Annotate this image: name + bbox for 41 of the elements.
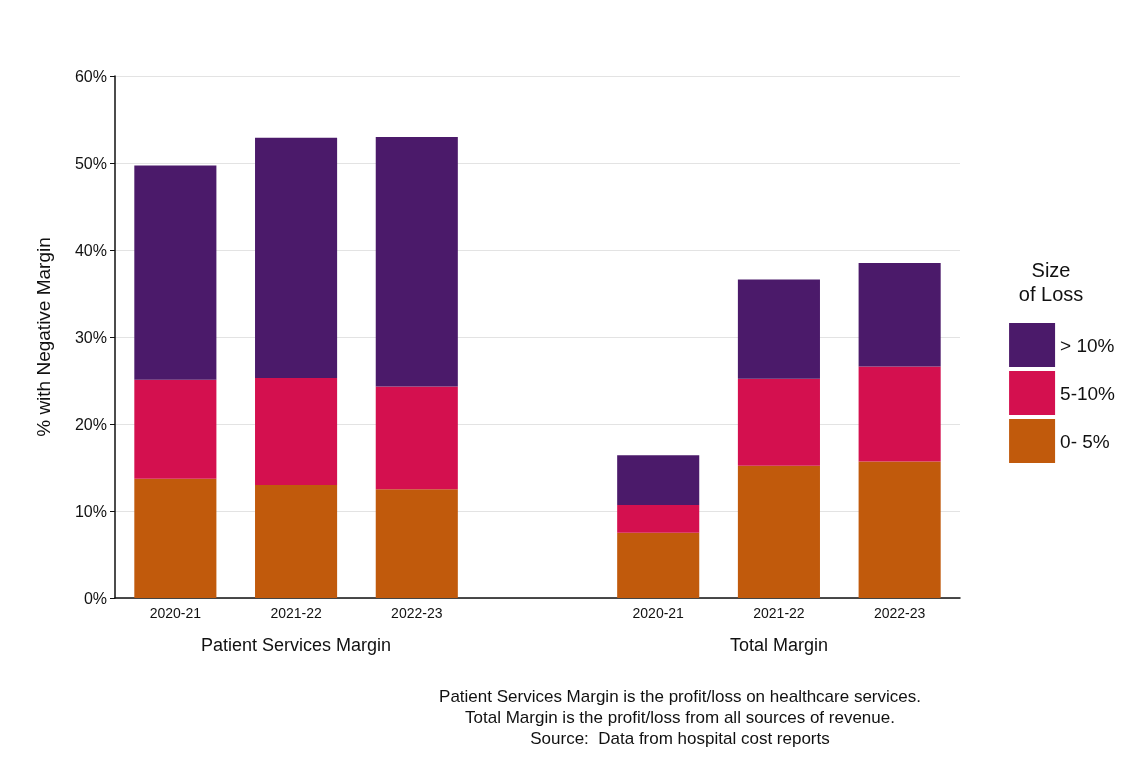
bar xyxy=(737,465,820,598)
x-tick-label: 2022-23 xyxy=(873,605,926,621)
bar xyxy=(134,379,217,479)
x-tick-label: 2021-22 xyxy=(270,605,322,621)
x-tick-label: 2022-23 xyxy=(391,605,443,621)
bar xyxy=(375,136,458,387)
bar xyxy=(737,279,820,379)
legend-label: 0- 5% xyxy=(1060,430,1110,452)
bar xyxy=(375,386,458,490)
text: Patient Services Margin is the profit/loss on healthcare services. xyxy=(439,687,921,706)
bar xyxy=(255,137,338,378)
y-axis-title: % with Negative Margin xyxy=(33,237,54,437)
legend-title: Size of Loss xyxy=(1018,259,1084,305)
y-tick-label: 30% xyxy=(74,328,107,346)
bar xyxy=(858,461,941,598)
bar xyxy=(617,455,700,505)
bar xyxy=(617,504,700,533)
bar xyxy=(134,478,217,598)
bar xyxy=(617,532,700,598)
y-tick-label: 0% xyxy=(83,589,107,607)
text: Patient Services Margin xyxy=(201,635,392,655)
bar xyxy=(255,377,338,485)
bar xyxy=(375,489,458,598)
legend-label: > 10% xyxy=(1060,334,1115,356)
x-tick-label: 2020-21 xyxy=(149,605,202,621)
text: Total Margin xyxy=(729,635,828,655)
x-tick-label: 2020-21 xyxy=(632,605,685,621)
y-tick-label: 20% xyxy=(74,415,107,433)
y-tick-label: 60% xyxy=(74,67,107,85)
bar xyxy=(737,378,820,466)
source-note: Source: Data from hospital cost reports xyxy=(530,729,830,748)
text: Total Margin is the profit/loss from all sources of revenue. xyxy=(465,708,895,727)
bar xyxy=(858,263,941,367)
bar xyxy=(255,484,338,598)
bar xyxy=(858,366,941,462)
legend-label: 5-10% xyxy=(1060,382,1116,404)
x-tick-label: 2021-22 xyxy=(753,605,805,621)
y-tick-label: 40% xyxy=(74,241,107,259)
y-tick-label: 50% xyxy=(74,154,107,172)
bar xyxy=(134,165,217,380)
y-tick-label: 10% xyxy=(74,502,107,520)
